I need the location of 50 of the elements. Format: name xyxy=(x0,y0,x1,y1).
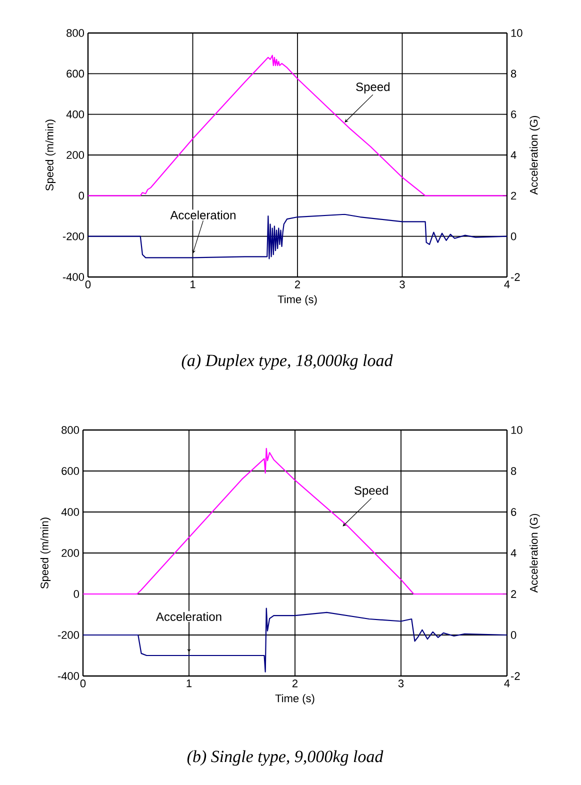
y-tick-label: 200 xyxy=(66,151,84,159)
y-tick-label: -200 xyxy=(62,232,84,240)
x-tick-label: 3 xyxy=(400,280,405,288)
y2-tick-label: 4 xyxy=(510,549,516,557)
x-tick-label: 0 xyxy=(85,280,91,288)
y-tick-label: 400 xyxy=(66,110,84,118)
y2-tick-label: 2 xyxy=(511,590,516,598)
x-axis-title: Time (s) xyxy=(275,694,314,704)
x-tick-label: 2 xyxy=(292,680,298,688)
series-label: Acceleration xyxy=(156,612,222,621)
line-series xyxy=(88,54,507,196)
text: (a) Duplex type, 18,000kg load xyxy=(182,354,393,370)
y2-tick-label: 10 xyxy=(511,426,522,434)
y-tick-label: 800 xyxy=(66,29,84,37)
y-tick-label: 0 xyxy=(78,192,84,200)
x-tick-label: 2 xyxy=(294,280,300,288)
text: Speed xyxy=(354,486,388,498)
y-tick-label: 600 xyxy=(62,467,80,475)
text: (b) Single type, 9,000kg load xyxy=(187,750,384,766)
y2-tick-label: -2 xyxy=(511,672,520,680)
y-axis-title: Speed (m/min) xyxy=(45,120,56,191)
y2-axis-title: Acceleration (G) xyxy=(530,116,540,195)
y2-tick-label: 2 xyxy=(511,192,516,200)
y-tick-label: 800 xyxy=(62,426,80,434)
y-tick-label: 600 xyxy=(66,70,84,78)
y2-tick-label: 8 xyxy=(510,467,516,475)
x-tick-label: 4 xyxy=(504,680,510,688)
y2-tick-label: 6 xyxy=(511,508,516,516)
y-tick-label: -400 xyxy=(58,672,80,680)
y-axis-title: Speed (m/min) xyxy=(40,518,51,589)
y2-tick-label: -2 xyxy=(511,273,520,281)
y2-tick-label: 0 xyxy=(510,631,516,639)
x-tick-label: 3 xyxy=(398,680,404,688)
y2-tick-label: 4 xyxy=(510,151,516,159)
text: Acceleration xyxy=(170,210,236,220)
y2-tick-label: 0 xyxy=(510,232,516,240)
y-tick-label: -400 xyxy=(62,273,84,281)
text: Speed xyxy=(356,82,390,94)
y-tick-label: 200 xyxy=(62,549,80,557)
y-tick-label: 400 xyxy=(61,508,80,516)
y2-tick-label: 10 xyxy=(511,29,522,37)
y2-tick-label: 8 xyxy=(510,70,516,78)
x-tick-label: 1 xyxy=(190,280,196,288)
x-tick-label: 4 xyxy=(504,280,510,288)
y2-tick-label: 6 xyxy=(511,110,516,118)
y2-axis-title: Acceleration (G) xyxy=(530,514,540,593)
y-tick-label: -200 xyxy=(58,631,80,639)
x-tick-label: 1 xyxy=(186,680,192,688)
x-axis-title: Time (s) xyxy=(278,295,317,306)
y-tick-label: 0 xyxy=(74,590,80,598)
